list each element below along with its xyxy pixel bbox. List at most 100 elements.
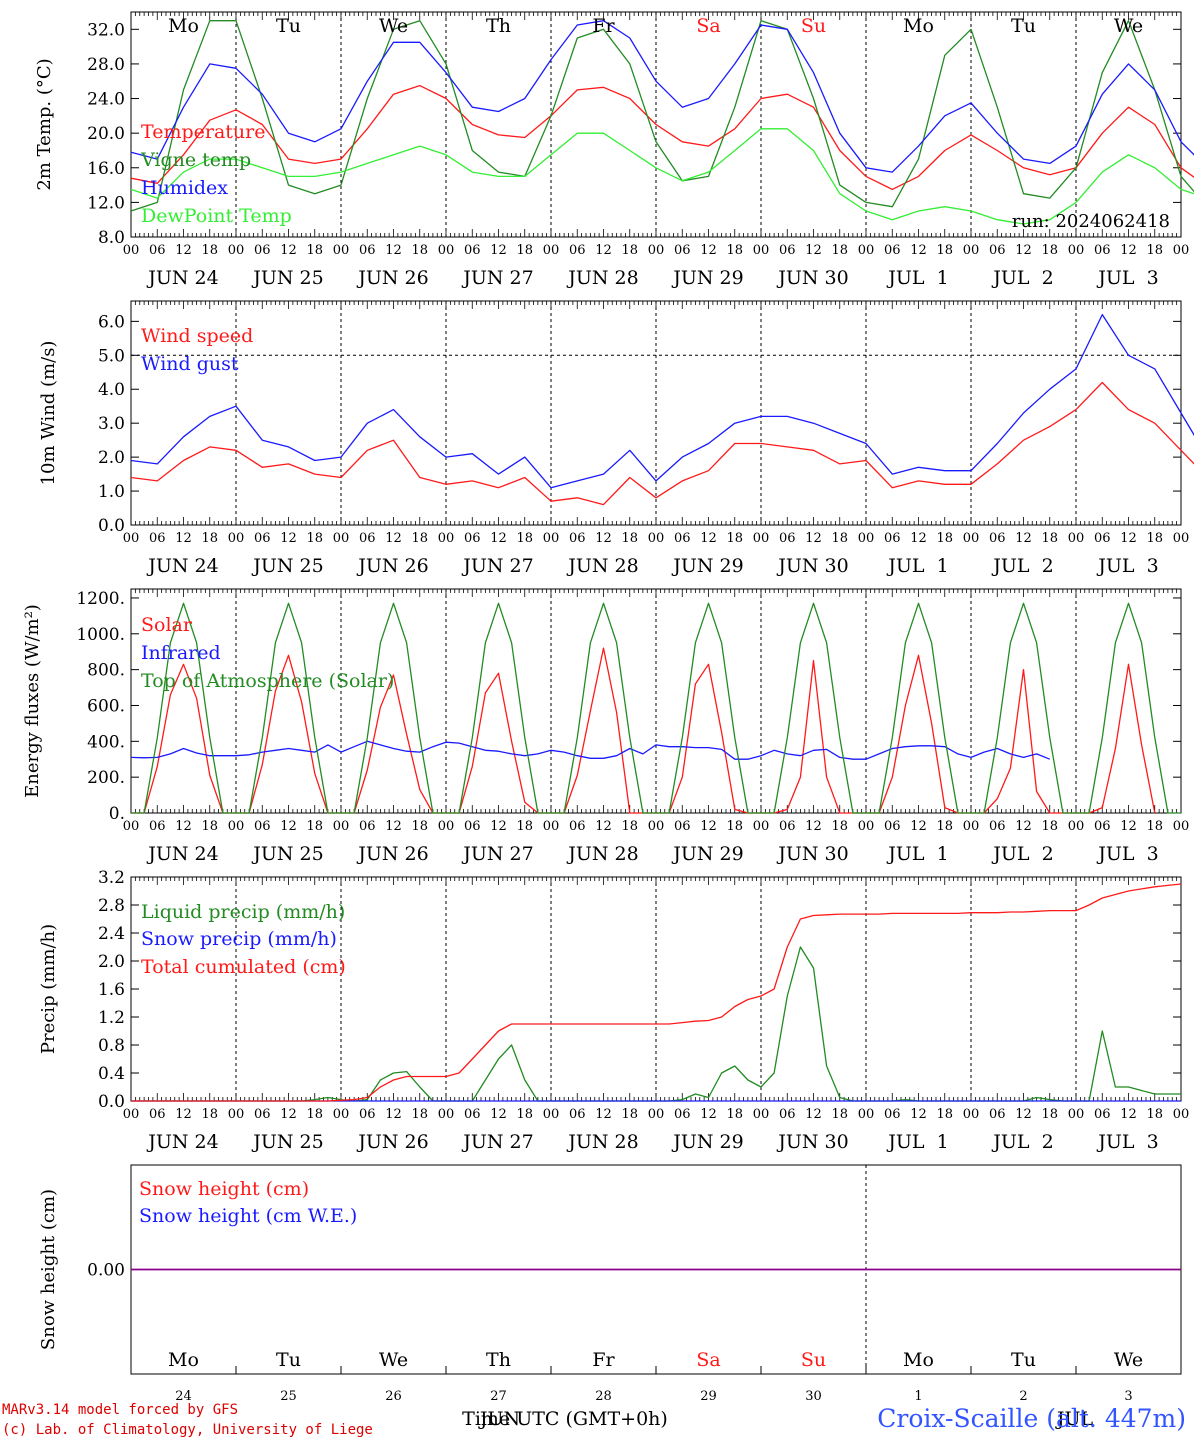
y-tick-label: 2.0	[98, 952, 125, 972]
hour-tick-label: 00	[228, 243, 245, 258]
date-tick-label: JUN 28	[566, 555, 638, 577]
hour-tick-label: 00	[753, 819, 770, 834]
hour-tick-label: 00	[1173, 1107, 1190, 1122]
hour-tick-label: 00	[123, 243, 140, 258]
y-axis-label: Energy fluxes (W/m²)	[22, 604, 43, 798]
date-tick-label: JUN 30	[776, 555, 848, 577]
chart-panel-4: 0.0 0.4 0.8 1.2 1.6 2.0 2.4 2.8 3.2 Precip (mm/h)…	[38, 868, 1189, 1153]
weekday-label: Fr	[592, 1349, 615, 1371]
hour-tick-label: 18	[516, 531, 533, 546]
hour-tick-label: 06	[989, 531, 1006, 546]
hour-tick-label: 18	[936, 531, 953, 546]
weekday-label: Sa	[696, 15, 720, 37]
panels-layer: 8.012.016.020.024.028.032.02m Temp. (°C)…	[22, 11, 1194, 1430]
y-tick-label: 24.0	[87, 90, 125, 110]
hour-tick-label: 06	[779, 819, 796, 834]
hour-tick-label: 12	[910, 1107, 927, 1122]
hour-tick-label: 18	[936, 819, 953, 834]
series-line	[130, 84, 1194, 191]
date-tick-label: JUN 25	[251, 267, 323, 289]
legend-entry: Wind gust	[141, 353, 239, 375]
hour-tick-label: 06	[1094, 243, 1111, 258]
legend-entry: Humidex	[141, 177, 228, 199]
hour-tick-label: 12	[700, 531, 717, 546]
footer: MARv3.14 model forced by GFS (c) Lab. of…	[2, 1402, 1186, 1438]
hour-tick-label: 18	[201, 1107, 218, 1122]
weekday-label: Tu	[1011, 1349, 1036, 1371]
hour-tick-label: 06	[149, 243, 166, 258]
hour-tick-label: 00	[963, 531, 980, 546]
hour-tick-label: 06	[569, 531, 586, 546]
weekday-label: We	[379, 1349, 408, 1371]
hour-tick-label: 18	[516, 1107, 533, 1122]
hour-tick-label: 18	[1041, 1107, 1058, 1122]
hour-tick-label: 18	[516, 819, 533, 834]
hour-tick-label: 18	[306, 819, 323, 834]
hour-tick-label: 18	[726, 531, 743, 546]
hour-tick-label: 06	[779, 1107, 796, 1122]
hour-tick-label: 06	[989, 243, 1006, 258]
hour-tick-label: 06	[884, 531, 901, 546]
footer-copyright-line: (c) Lab. of Climatology, University of L…	[2, 1422, 373, 1438]
hour-tick-label: 12	[1015, 243, 1032, 258]
hour-tick-label: 18	[411, 531, 428, 546]
weekday-label: Tu	[276, 15, 301, 37]
date-tick-label: JUN 24	[146, 555, 218, 577]
hour-tick-label: 06	[149, 1107, 166, 1122]
hour-tick-label: 12	[700, 1107, 717, 1122]
hour-tick-label: 00	[228, 819, 245, 834]
hour-tick-label: 06	[464, 1107, 481, 1122]
y-tick-label: 1200.	[76, 589, 125, 609]
plot-frame	[130, 588, 1182, 814]
hour-tick-label: 12	[385, 1107, 402, 1122]
date-tick-label: JUN 29	[671, 555, 743, 577]
hour-tick-label: 18	[411, 243, 428, 258]
legend-entry: Top of Atmosphere (Solar)	[141, 670, 394, 692]
hour-tick-label: 18	[1146, 1107, 1163, 1122]
hour-tick-label: 00	[1173, 531, 1190, 546]
hour-tick-label: 00	[438, 819, 455, 834]
date-tick-label: JUL 2	[991, 555, 1053, 577]
day-number-label: 1	[914, 1389, 922, 1404]
hour-tick-label: 00	[1068, 243, 1085, 258]
y-tick-label: 0.	[109, 804, 125, 824]
hour-tick-label: 00	[543, 531, 560, 546]
date-tick-label: JUN 27	[461, 1131, 533, 1153]
hour-tick-label: 18	[621, 531, 638, 546]
date-tick-label: JUL 2	[991, 843, 1053, 865]
hour-tick-label: 00	[963, 819, 980, 834]
date-tick-label: JUN 26	[356, 267, 428, 289]
weekday-label: We	[379, 15, 408, 37]
hour-tick-label: 18	[1146, 819, 1163, 834]
hour-tick-label: 06	[674, 1107, 691, 1122]
hour-tick-label: 06	[359, 1107, 376, 1122]
hour-tick-label: 00	[858, 819, 875, 834]
x-axis-label: Time UTC (GMT+0h)	[462, 1408, 668, 1430]
y-tick-label: 2.0	[98, 448, 125, 468]
day-number-label: 25	[280, 1389, 297, 1404]
hour-tick-label: 00	[333, 1107, 350, 1122]
weekday-label: Su	[801, 15, 826, 37]
weekday-label: Tu	[1011, 15, 1036, 37]
hour-tick-label: 00	[753, 531, 770, 546]
y-tick-label: 3.0	[98, 414, 125, 434]
hour-tick-label: 12	[490, 243, 507, 258]
hour-tick-label: 00	[543, 819, 560, 834]
series-line	[130, 740, 1051, 760]
hour-tick-label: 18	[1041, 819, 1058, 834]
hour-tick-label: 00	[1173, 243, 1190, 258]
hour-tick-label: 12	[1015, 819, 1032, 834]
series-line	[130, 381, 1194, 506]
date-tick-label: JUN 30	[776, 843, 848, 865]
hour-tick-label: 00	[438, 243, 455, 258]
hour-tick-label: 18	[1041, 243, 1058, 258]
y-tick-label: 1.2	[98, 1008, 125, 1028]
date-tick-label: JUL 3	[1096, 843, 1158, 865]
hour-tick-label: 12	[280, 819, 297, 834]
legend-entry: Temperature	[141, 121, 265, 143]
hour-tick-label: 12	[1120, 819, 1137, 834]
hour-tick-label: 18	[726, 243, 743, 258]
day-number-label: 27	[490, 1389, 507, 1404]
hour-tick-label: 12	[1120, 243, 1137, 258]
hour-tick-label: 18	[516, 243, 533, 258]
